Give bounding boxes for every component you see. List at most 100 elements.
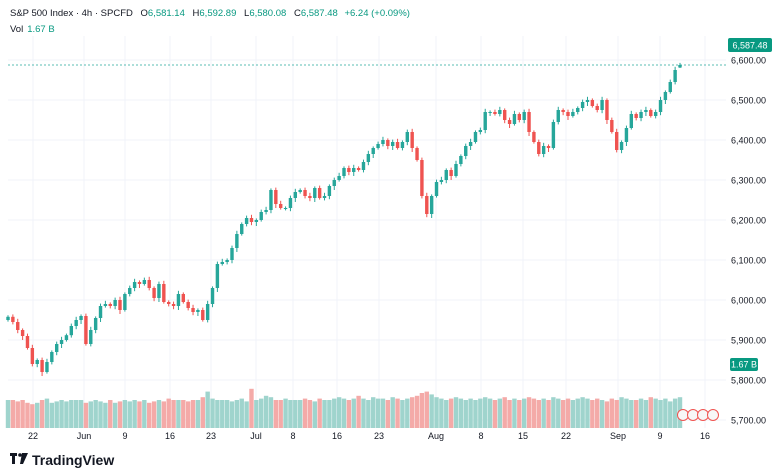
volume-bar — [560, 400, 566, 428]
candle-body — [123, 294, 127, 310]
candle-body — [69, 326, 74, 336]
low-value: 6,580.08 — [249, 8, 287, 19]
volume-bar — [181, 400, 186, 428]
candle-body — [614, 132, 619, 150]
candle-body — [244, 218, 249, 224]
volume-bar — [619, 397, 624, 428]
tradingview-logo[interactable]: TradingView — [10, 452, 114, 468]
candle-body — [400, 142, 405, 148]
candle-body — [89, 330, 93, 344]
symbol-title[interactable]: S&P 500 Index · 4h · SPCFD — [10, 8, 133, 19]
volume-bar — [98, 401, 103, 428]
volume-bar — [263, 395, 269, 428]
candle-body — [230, 248, 234, 260]
event-marker-icon[interactable] — [697, 409, 709, 421]
price-axis[interactable]: 5,700.00 5,800.00 5,900.00 6,000.00 6,100.00… — [731, 56, 766, 426]
candle-body — [337, 176, 341, 180]
candle-body — [517, 114, 522, 120]
time-axis[interactable]: 22 Jun 9 16 23 Jul 8 16 23 Aug 8 15 22 Sep 9 16 — [28, 431, 710, 441]
candle-body — [420, 160, 424, 196]
candle-body — [298, 190, 302, 192]
candle-body — [79, 316, 83, 320]
volume-bar — [487, 398, 493, 428]
volume-bar — [336, 397, 342, 428]
volume-bar — [351, 398, 356, 428]
candle-body — [356, 168, 361, 170]
candle-body — [546, 146, 551, 148]
candle-body — [459, 156, 463, 164]
candle-body — [580, 102, 585, 108]
candle-body — [201, 310, 205, 320]
candle-body — [59, 340, 64, 344]
candle-body — [322, 196, 327, 198]
candle-body — [371, 148, 375, 154]
time-tick-label: 8 — [290, 431, 295, 441]
candle-body — [108, 304, 112, 306]
time-tick-label: 8 — [478, 431, 483, 441]
candle-body — [293, 192, 298, 198]
high-value: 6,592.89 — [199, 8, 237, 19]
volume-bar — [249, 388, 254, 428]
volume-bar — [483, 397, 488, 428]
time-tick-label: 23 — [206, 431, 216, 441]
candle-body — [186, 302, 190, 308]
candle-body — [30, 348, 35, 364]
event-marker-icon[interactable] — [707, 409, 719, 421]
volume-bar — [556, 398, 561, 428]
candle-body — [157, 284, 161, 298]
candle-body — [488, 112, 492, 113]
volume-bar — [200, 397, 205, 428]
volume-bar — [599, 400, 605, 428]
candle-body — [512, 114, 517, 124]
candle-body — [215, 264, 220, 288]
volume-bar — [49, 402, 55, 428]
candle-body — [585, 100, 590, 102]
volume-bar — [288, 400, 293, 428]
volume-bar — [341, 398, 347, 428]
volume-bar — [151, 401, 157, 428]
volume-bar — [624, 398, 629, 428]
volume-bar — [400, 400, 405, 428]
candle-body — [571, 112, 575, 116]
candle-body — [590, 100, 595, 106]
candle-body — [205, 304, 210, 320]
candle-body — [132, 282, 137, 288]
event-marker-icon[interactable] — [677, 409, 689, 421]
volume-bar — [312, 401, 317, 428]
time-tick-label: Jul — [250, 431, 262, 441]
volume-bar — [108, 400, 113, 428]
price-tick-label: 6,500.00 — [731, 96, 766, 106]
open-value: 6,581.14 — [147, 8, 185, 19]
event-markers[interactable] — [677, 409, 719, 421]
candle-body — [283, 208, 288, 209]
volume-bar — [244, 401, 249, 428]
candle-body — [673, 70, 677, 82]
candle-body — [410, 132, 414, 148]
candle-body — [556, 110, 560, 122]
candle-body — [390, 142, 395, 146]
candle-body — [493, 112, 497, 114]
volume-bar — [278, 400, 283, 428]
price-tick-label: 6,200.00 — [731, 216, 766, 226]
candle-body — [600, 100, 604, 110]
volume-badge-label: 1.67 B — [731, 360, 757, 370]
candle-body — [278, 204, 283, 208]
volume-bar — [54, 401, 59, 428]
candle-body — [16, 322, 20, 330]
volume-bar — [448, 398, 454, 428]
candle-body — [395, 142, 400, 148]
event-marker-icon[interactable] — [687, 409, 699, 421]
candle-body — [45, 362, 49, 372]
volume-bar — [424, 391, 429, 428]
time-tick-label: 16 — [165, 431, 175, 441]
low-label: L — [244, 8, 250, 19]
candle-body — [464, 146, 468, 156]
volume-bar — [439, 398, 444, 428]
volume-label: Vol — [10, 24, 24, 35]
volume-bar — [220, 400, 225, 428]
volume-bar — [176, 400, 181, 428]
candle-body — [352, 168, 356, 172]
candle-body — [361, 162, 366, 170]
